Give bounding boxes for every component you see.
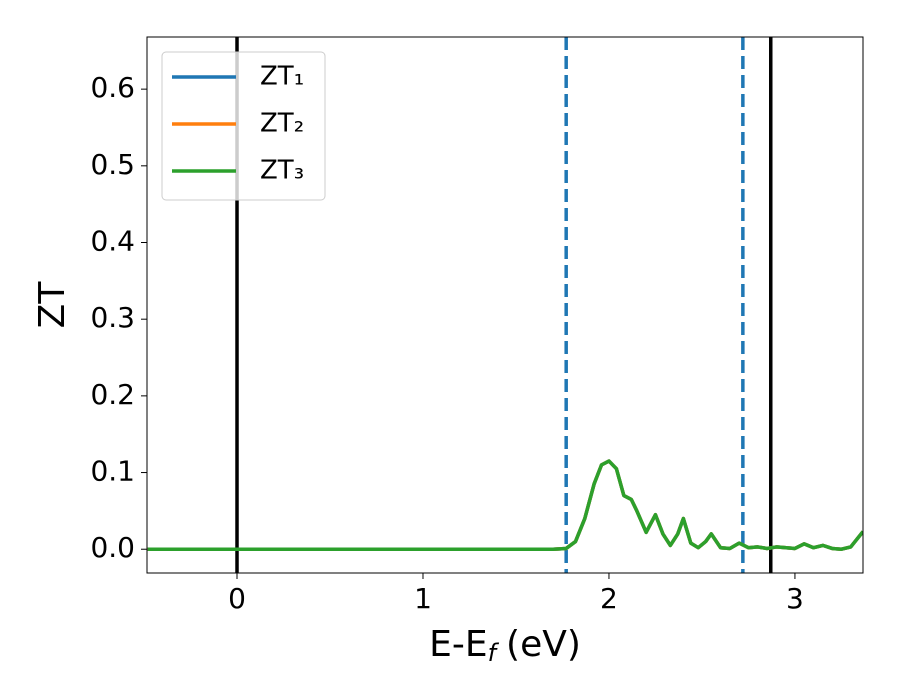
x-tick-label: 3 xyxy=(786,582,804,615)
legend-label: ZT₂ xyxy=(260,109,304,139)
legend-label: ZT₁ xyxy=(260,62,304,92)
y-tick-label: 0.4 xyxy=(90,225,135,258)
legend-label: ZT₃ xyxy=(260,156,304,186)
x-label-main: E-E xyxy=(429,624,487,665)
y-tick-label: 0.5 xyxy=(90,148,135,181)
x-axis-label: E-Ef (eV) xyxy=(429,624,581,667)
x-label-sub: f xyxy=(488,639,500,667)
x-tick-label: 2 xyxy=(600,582,618,615)
y-tick-label: 0.1 xyxy=(90,455,135,488)
y-tick-label: 0.0 xyxy=(90,531,135,564)
plot-frame xyxy=(146,36,864,574)
y-tick-label: 0.3 xyxy=(90,301,135,334)
x-tick-label: 1 xyxy=(414,582,432,615)
legend-box xyxy=(161,51,326,201)
series-line xyxy=(147,459,863,551)
x-tick-label: 0 xyxy=(228,582,246,615)
series-line xyxy=(147,459,863,551)
y-tick-label: 0.2 xyxy=(90,378,135,411)
series-line xyxy=(147,459,863,551)
x-label-unit: (eV) xyxy=(506,624,581,665)
y-tick-label: 0.6 xyxy=(90,71,135,104)
y-axis-label: ZT xyxy=(32,281,73,329)
